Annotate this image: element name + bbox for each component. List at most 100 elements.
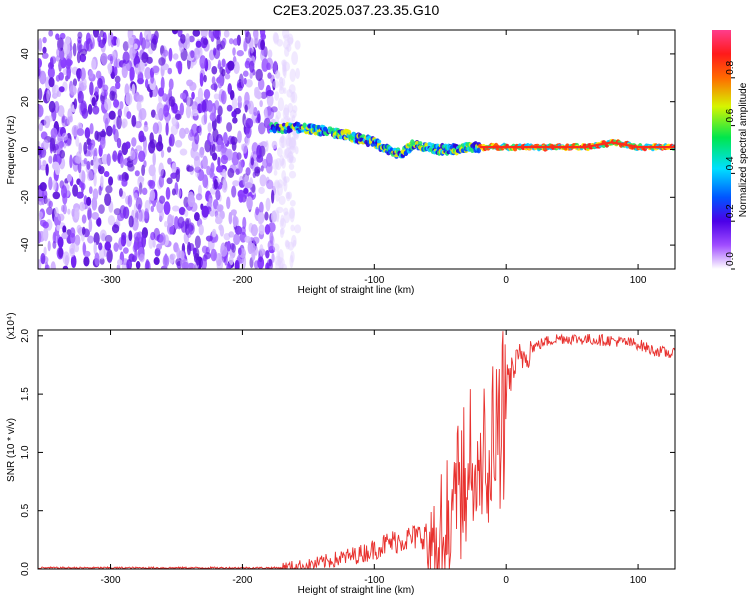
spectrogram-noise-blob bbox=[205, 235, 213, 242]
spectrogram-noise-blob bbox=[203, 74, 207, 83]
spectrogram-noise-blob bbox=[95, 70, 102, 79]
spectrogram-noise-blob bbox=[290, 250, 295, 263]
spectrogram-noise-blob bbox=[179, 92, 187, 100]
spectrogram-noise-blob bbox=[162, 254, 170, 268]
spectrogram-noise-blob bbox=[289, 68, 296, 82]
spectrogram-noise-blob bbox=[288, 206, 295, 219]
spectrogram-noise-blob bbox=[271, 210, 277, 223]
spectrogram-noise-blob bbox=[79, 53, 87, 63]
spectrogram-noise-blob bbox=[87, 235, 94, 244]
spectrogram-noise-blob bbox=[202, 174, 209, 189]
spectrogram-noise-blob bbox=[248, 47, 254, 59]
spectrogram-noise-blob bbox=[174, 139, 183, 148]
spectrogram-noise-blob bbox=[41, 52, 49, 59]
snr-plot-area bbox=[38, 331, 675, 569]
spectrogram-noise-blob bbox=[244, 104, 248, 113]
spectrogram-noise-blob bbox=[150, 38, 157, 51]
spectrogram-noise-blob bbox=[149, 189, 156, 202]
spectrogram-noise-blob bbox=[266, 89, 274, 97]
spectrogram-noise-blob bbox=[217, 75, 223, 89]
spectrogram-noise-blob bbox=[50, 127, 58, 139]
spectrogram-noise-blob bbox=[211, 66, 218, 75]
spectrogram-noise-blob bbox=[106, 125, 113, 137]
spectrogram-noise-blob bbox=[141, 233, 147, 248]
spectrogram-noise-blob bbox=[175, 168, 180, 183]
spectrogram-noise-blob bbox=[208, 30, 212, 38]
spectrogram-noise-blob bbox=[218, 224, 223, 231]
colorbar-tick-label: 0.2 bbox=[725, 204, 736, 218]
spectrogram-noise-blob bbox=[94, 252, 100, 266]
spectrogram-noise-blob bbox=[233, 61, 240, 75]
spectrogram-noise-blob bbox=[152, 239, 156, 248]
spectrogram-noise-blob bbox=[237, 95, 242, 104]
spectrogram-noise-blob bbox=[100, 175, 104, 188]
spectrogram-noise-blob bbox=[226, 122, 233, 132]
spectrogram-noise-blob bbox=[203, 88, 211, 100]
spectrogram-noise-blob bbox=[153, 227, 161, 241]
spectrogram-noise-blob bbox=[228, 255, 234, 266]
spectrogram-noise-blob bbox=[98, 39, 106, 49]
spectrogram-noise-blob bbox=[139, 108, 147, 121]
spectrogram-noise-blob bbox=[291, 114, 296, 122]
spectrogram-noise-blob bbox=[230, 242, 235, 251]
spectrogram-noise-blob bbox=[162, 49, 169, 57]
spectrogram-noise-blob bbox=[65, 36, 71, 45]
spectrogram-noise-blob bbox=[38, 104, 44, 118]
spectrogram-noise-blob bbox=[256, 90, 262, 100]
spectrogram-noise-blob bbox=[129, 66, 135, 81]
spectrogram-noise-blob bbox=[119, 100, 124, 110]
spectrogram-noise-blob bbox=[74, 207, 80, 220]
spectrogram-noise-blob bbox=[91, 212, 99, 220]
snr-series-line bbox=[38, 331, 675, 569]
spectrogram-noise-blob bbox=[134, 248, 138, 261]
spectrogram-noise-blob bbox=[126, 111, 132, 120]
spectrogram-noise-blob bbox=[158, 175, 165, 188]
spectrogram-noise-blob bbox=[181, 261, 190, 269]
spectrogram-noise-blob bbox=[55, 33, 60, 41]
spectrogram-noise-blob bbox=[94, 130, 99, 141]
spectrogram-noise-blob bbox=[213, 48, 221, 60]
spectrogram-noise-blob bbox=[99, 130, 107, 138]
spectrogram-noise-blob bbox=[83, 141, 88, 155]
spectrogram-noise-blob bbox=[232, 38, 239, 46]
spectrogram-noise-blob bbox=[206, 100, 213, 113]
spectrogram-noise-blob bbox=[83, 157, 88, 165]
spectrogram-noise-blob bbox=[228, 211, 233, 225]
spectrogram-noise-blob bbox=[257, 212, 265, 224]
spectrogram-noise-blob bbox=[67, 208, 71, 215]
spectrogram-noise-blob bbox=[271, 159, 280, 170]
snr-y-multiplier-label: (x10⁴) bbox=[6, 312, 17, 339]
spectrogram-noise-blob bbox=[46, 206, 54, 216]
spectrogram-noise-blob bbox=[99, 136, 106, 149]
spectrogram-noise-blob bbox=[255, 206, 260, 216]
spectrogram-noise-blob bbox=[133, 241, 138, 251]
spectrogram-noise-blob bbox=[52, 191, 61, 200]
spectrogram-noise-blob bbox=[105, 185, 113, 194]
spectrogram-noise-blob bbox=[194, 212, 200, 222]
spectrogram-noise-blob bbox=[76, 51, 81, 64]
spectrogram-noise-blob bbox=[122, 41, 129, 52]
spectrogram-noise-blob bbox=[58, 72, 64, 81]
spectrogram-noise-blob bbox=[223, 30, 230, 38]
spectrogram-noise-blob bbox=[139, 31, 143, 46]
spectrogram-noise-blob bbox=[255, 68, 263, 82]
spectrogram-noise-blob bbox=[109, 55, 114, 65]
spectrogram-noise-blob bbox=[90, 159, 94, 166]
spectrogram-noise-blob bbox=[209, 134, 214, 143]
spectrogram-noise-blob bbox=[191, 108, 199, 117]
spectrogram-noise-blob bbox=[128, 230, 133, 242]
spectrogram-noise-blob bbox=[80, 48, 88, 56]
spectrogram-noise-blob bbox=[38, 158, 42, 171]
spectrogram-noise-blob bbox=[42, 46, 47, 54]
spectrogram-noise-blob bbox=[210, 248, 217, 262]
spectrogram-noise-blob bbox=[231, 110, 236, 118]
spectrogram-noise-blob bbox=[39, 70, 47, 85]
spectrogram-noise-blob bbox=[278, 86, 285, 95]
spectrogram-noise-blob bbox=[121, 121, 126, 129]
spectrogram-noise-blob bbox=[264, 211, 269, 221]
spectrogram-noise-blob bbox=[294, 40, 301, 50]
spectrogram-noise-blob bbox=[165, 122, 169, 136]
spectrogram-noise-blob bbox=[59, 149, 66, 159]
spectrogram-noise-blob bbox=[199, 55, 207, 69]
spectrogram-noise-blob bbox=[270, 189, 275, 204]
